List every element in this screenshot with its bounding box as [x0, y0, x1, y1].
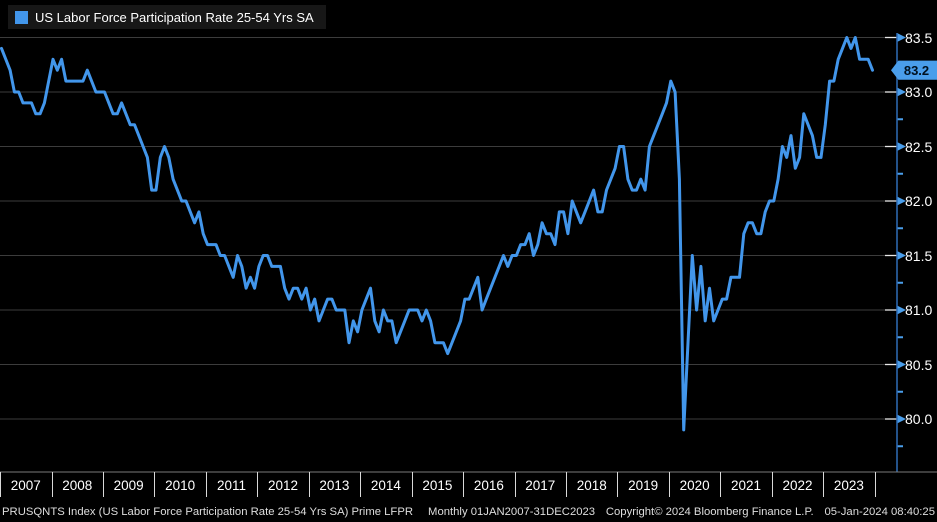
y-axis-label: 80.5 — [905, 356, 933, 373]
year-separator — [566, 472, 567, 497]
x-axis-year-label: 2023 — [833, 478, 864, 493]
year-separator — [154, 472, 156, 497]
x-axis-year-label: 2008 — [62, 478, 93, 493]
x-axis-year-label: 2019 — [628, 478, 659, 493]
y-axis-label: 80.0 — [905, 411, 933, 427]
copyright-text: Copyright© 2024 Bloomberg Finance L.P. — [605, 506, 814, 518]
year-separator — [668, 472, 670, 497]
year-separator — [617, 472, 619, 497]
year-separator — [205, 472, 207, 497]
year-separator — [102, 472, 104, 497]
y-axis-label: 83.5 — [905, 29, 933, 46]
x-axis-year-label: 2010 — [165, 478, 196, 493]
x-axis-year-label: 2007 — [10, 478, 41, 493]
last-value-badge: 83.2 — [891, 60, 937, 80]
year-separator — [0, 472, 1, 497]
year-separator — [823, 472, 825, 497]
x-axis-year-label: 2021 — [731, 478, 762, 493]
security-description: PRUSQNTS Index (US Labor Force Participa… — [2, 506, 414, 518]
x-axis-year-label: 2014 — [370, 478, 401, 493]
timestamp: 05-Jan-2024 08:40:25 — [824, 506, 935, 518]
y-axis-label: 82.0 — [905, 193, 933, 209]
year-separator — [874, 472, 876, 497]
x-axis-year-label: 2013 — [319, 478, 350, 493]
legend-chip[interactable]: US Labor Force Participation Rate 25-54 … — [8, 5, 326, 29]
y-axis-label: 83.0 — [905, 84, 933, 100]
year-separator — [257, 472, 259, 497]
x-axis-year-label: 2012 — [268, 478, 299, 493]
legend-swatch-icon — [15, 10, 28, 24]
periodicity-range: Monthly 01JAN2007-31DEC2023 — [428, 506, 596, 518]
year-separator — [51, 472, 53, 497]
year-separator — [308, 472, 310, 497]
year-separator — [360, 472, 362, 497]
x-axis-year-label: 2011 — [217, 478, 247, 493]
x-axis-year-label: 2009 — [113, 478, 144, 493]
x-axis-year-label: 2017 — [525, 478, 556, 493]
legend-label: US Labor Force Participation Rate 25-54 … — [35, 9, 314, 25]
status-bar: PRUSQNTS Index (US Labor Force Participa… — [0, 503, 937, 521]
y-axis-label: 81.5 — [905, 247, 933, 264]
x-axis-year-label: 2022 — [782, 478, 813, 493]
year-separator — [411, 472, 413, 497]
x-axis-year-label: 2015 — [422, 478, 453, 493]
year-separator — [771, 472, 773, 497]
x-axis-year-label: 2018 — [576, 478, 607, 493]
year-separator — [463, 472, 465, 497]
y-axis-label: 81.0 — [905, 302, 933, 318]
year-separator — [514, 472, 516, 497]
year-separator — [720, 472, 722, 497]
x-axis-years: 2007 2008 2009 2010 2011 2012 2013 2014 2015 2016… — [0, 472, 937, 499]
x-axis-year-label: 2020 — [679, 478, 710, 493]
y-axis-label: 82.5 — [905, 138, 933, 155]
x-axis-year-label: 2016 — [473, 478, 504, 493]
